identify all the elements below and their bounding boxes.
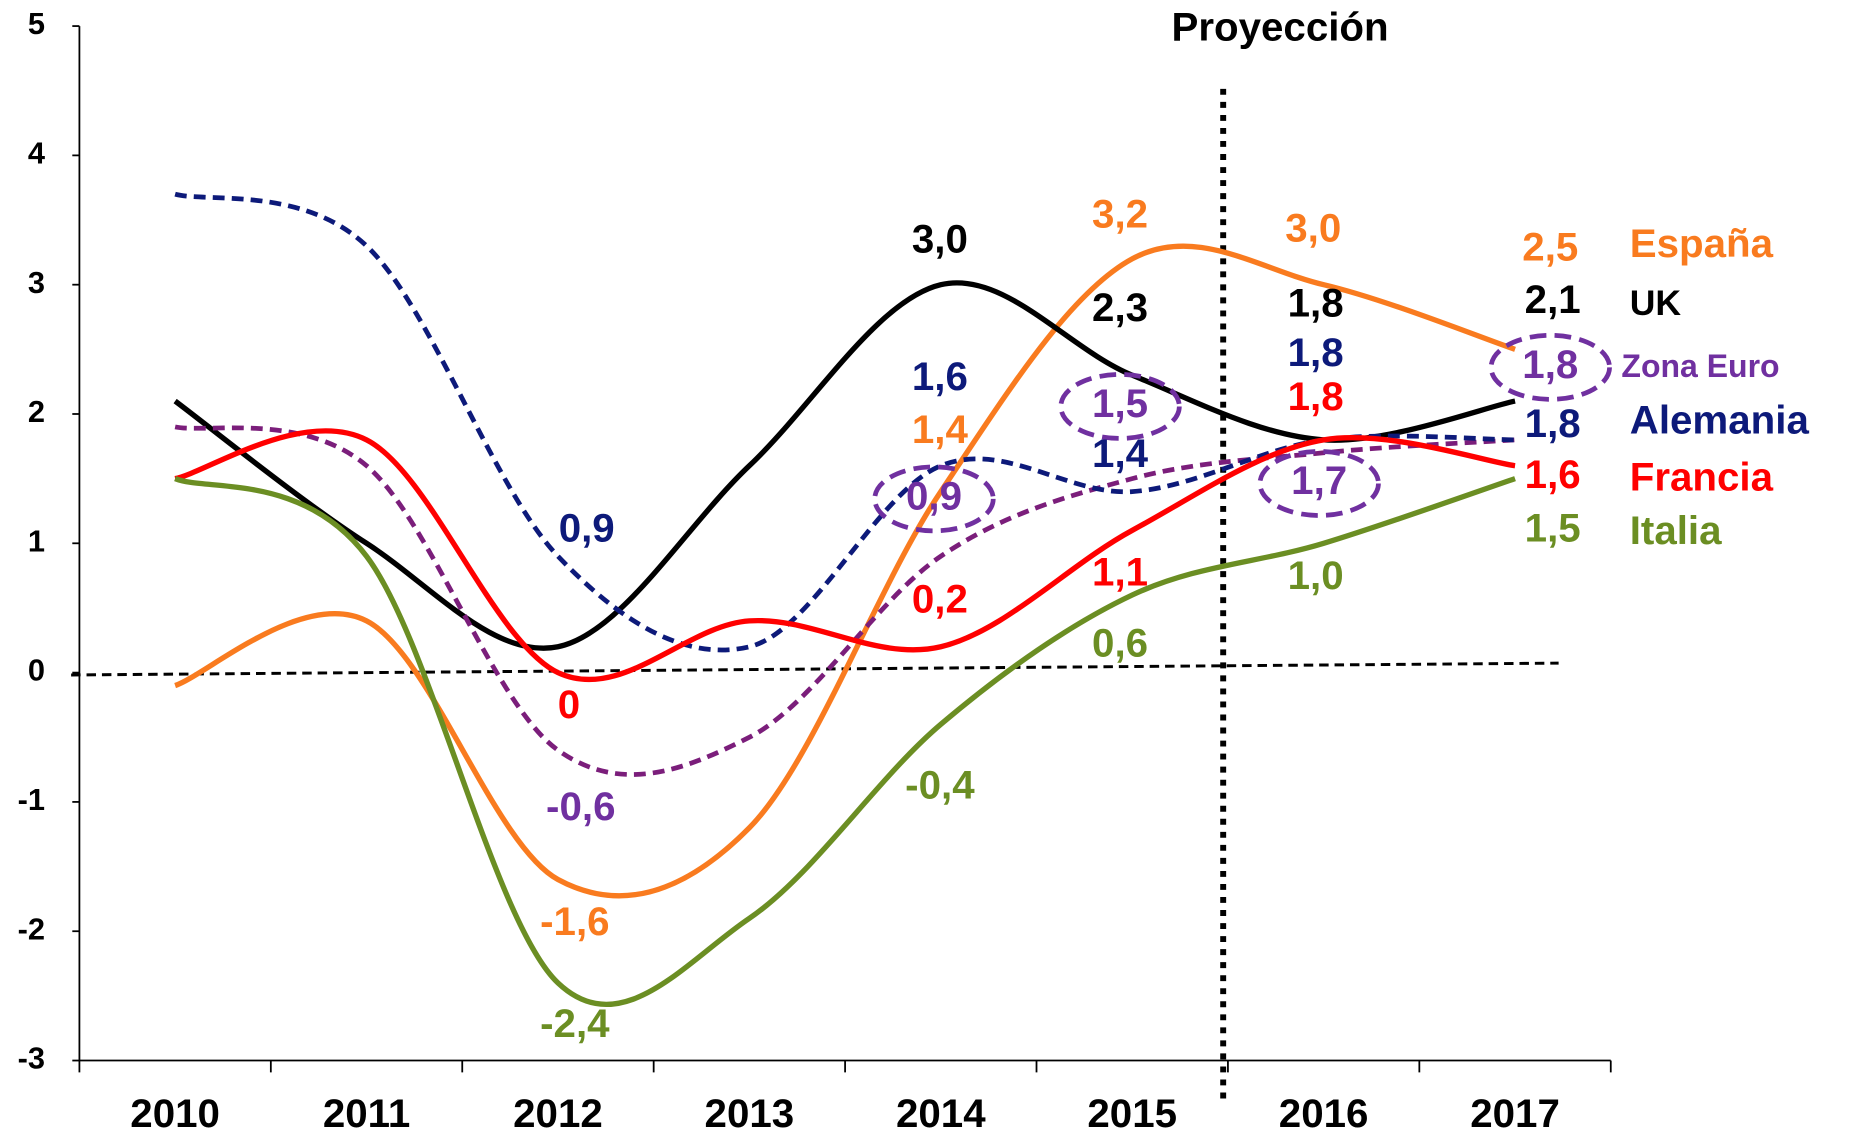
x-tick-label: 2013	[705, 1091, 795, 1134]
y-tick-label: -1	[18, 782, 45, 817]
x-tick-label: 2012	[513, 1091, 603, 1134]
data-label: 0	[558, 682, 580, 727]
series-line	[173, 280, 1516, 651]
x-tick-label: 2014	[896, 1091, 986, 1134]
label-ring	[1257, 449, 1381, 518]
data-label: 0,2	[912, 577, 968, 622]
data-label: 1,1	[1092, 549, 1148, 594]
data-label: 2,3	[1092, 285, 1148, 330]
x-tick-label: 2010	[130, 1091, 220, 1134]
data-label: 1,6	[912, 354, 968, 399]
x-tick-label: 2016	[1279, 1091, 1369, 1134]
y-tick-label: -3	[18, 1041, 45, 1076]
y-tick-label: 4	[28, 136, 45, 171]
label-ring	[1488, 332, 1612, 402]
data-label: -1,6	[540, 899, 609, 944]
x-tick-label: 2017	[1470, 1091, 1560, 1134]
data-label: 0,9	[559, 506, 615, 551]
data-label: 1,4	[1092, 431, 1149, 476]
data-label: 2,5	[1522, 225, 1578, 270]
data-label: -0,4	[905, 763, 975, 808]
y-tick-label: 3	[28, 265, 45, 300]
series-name: España	[1630, 221, 1774, 266]
series-line	[174, 476, 1516, 1007]
data-label: 1,5	[1525, 506, 1581, 551]
data-label: 3,0	[1285, 206, 1341, 251]
y-tick-label: 0	[28, 653, 45, 688]
annotation: Proyección	[1171, 4, 1388, 49]
series-name: Italia	[1630, 508, 1722, 553]
series-name: Francia	[1630, 455, 1774, 500]
y-tick-label: -2	[18, 911, 45, 946]
series-name: UK	[1630, 283, 1682, 323]
data-label: 1,4	[912, 407, 969, 452]
series-name: Zona Euro	[1621, 348, 1779, 384]
data-label: 0,9	[906, 474, 962, 519]
series-line	[174, 191, 1516, 653]
data-label: 1,8	[1288, 330, 1344, 375]
data-label: 3,2	[1092, 191, 1148, 236]
y-tick-label: 5	[28, 6, 45, 41]
series-line	[174, 243, 1516, 899]
zero-line	[71, 661, 1559, 677]
data-label: 1,8	[1288, 374, 1344, 419]
x-tick-label: 2011	[323, 1091, 410, 1134]
data-label: 1,0	[1288, 553, 1344, 598]
data-label: 1,8	[1288, 280, 1344, 325]
data-label: 1,8	[1522, 342, 1578, 387]
data-label: -0,6	[546, 784, 615, 829]
series-line	[174, 428, 1516, 683]
series-name: Alemania	[1630, 398, 1810, 443]
x-tick-label: 2015	[1087, 1091, 1177, 1134]
data-label: 3,0	[912, 216, 968, 261]
data-label: 0,6	[1092, 620, 1148, 665]
data-label: 2,1	[1525, 277, 1581, 322]
data-label: 1,5	[1092, 381, 1148, 426]
data-label: 1,6	[1525, 452, 1581, 497]
label-ring	[872, 464, 996, 534]
data-label: 1,8	[1525, 401, 1581, 446]
series-line	[174, 424, 1516, 777]
data-label: -2,4	[540, 1001, 610, 1046]
data-label: 1,7	[1291, 458, 1347, 503]
y-tick-label: 1	[28, 523, 45, 558]
y-tick-label: 2	[28, 394, 45, 429]
